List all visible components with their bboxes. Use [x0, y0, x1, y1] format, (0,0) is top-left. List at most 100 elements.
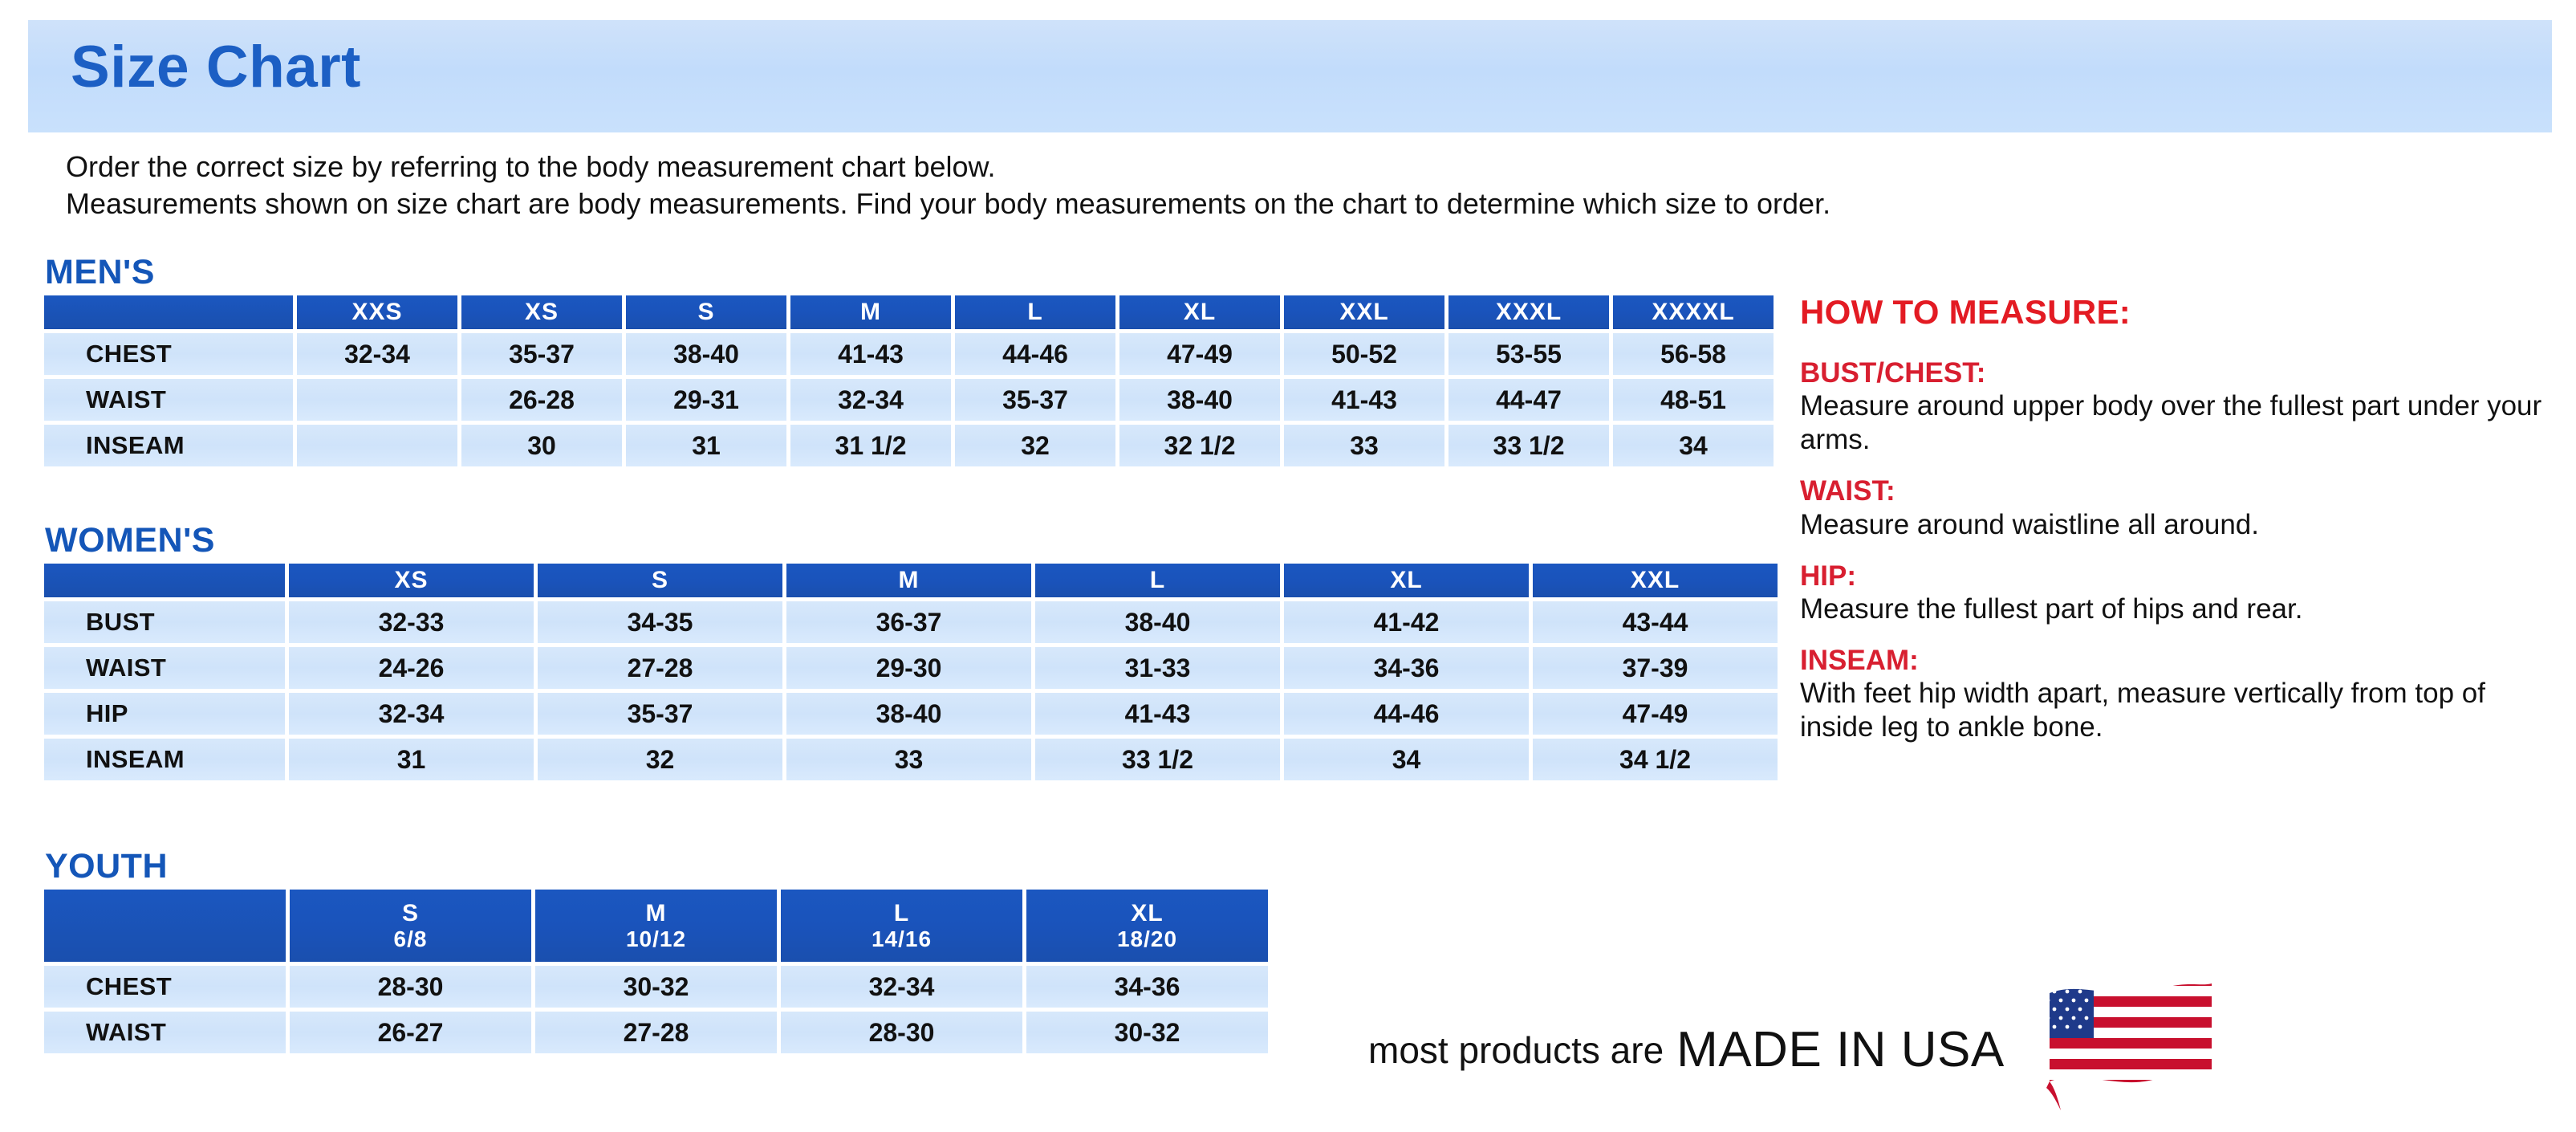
cell-hip-s: 35-37 — [538, 693, 782, 735]
cell-chest-s: 28-30 — [290, 966, 531, 1008]
cell-waist-xxl: 37-39 — [1533, 647, 1778, 689]
table-header-row: XS S M L XL XXL — [44, 564, 1778, 597]
cell-bust-s: 34-35 — [538, 601, 782, 643]
us-flag-icon — [2046, 983, 2212, 1110]
column-header-xs: XS — [289, 564, 534, 597]
cell-chest-xxxxl: 56-58 — [1613, 333, 1774, 375]
table-corner-cell — [44, 890, 286, 962]
column-header-xs: XS — [461, 295, 622, 329]
made-in-usa-block: most products are MADE IN USA — [1368, 975, 2226, 1124]
cell-inseam-xxxl: 33 1/2 — [1448, 425, 1609, 466]
made-in-usa-prefix: most products are — [1368, 1028, 1664, 1071]
table-corner-cell — [44, 295, 293, 329]
row-label-inseam: INSEAM — [44, 739, 285, 780]
measure-text-inseam: With feet hip width apart, measure verti… — [1800, 678, 2485, 743]
youth-size-label-xl: XL — [1131, 899, 1164, 926]
cell-chest-m: 30-32 — [535, 966, 777, 1008]
cell-waist-m: 29-30 — [786, 647, 1031, 689]
cell-chest-l: 44-46 — [955, 333, 1115, 375]
youth-size-label-s: S — [401, 899, 419, 926]
cell-waist-l: 28-30 — [781, 1012, 1022, 1053]
cell-chest-l: 32-34 — [781, 966, 1022, 1008]
cell-chest-s: 38-40 — [626, 333, 786, 375]
cell-waist-l: 31-33 — [1035, 647, 1280, 689]
youth-age-label-s: 6/8 — [393, 926, 428, 952]
made-in-usa-emphasis: MADE IN USA — [1676, 1021, 2005, 1077]
table-row: HIP 32-34 35-37 38-40 41-43 44-46 47-49 — [44, 693, 1778, 735]
table-header-row: S 6/8 M 10/12 L 14/16 XL 18/20 — [44, 890, 1268, 962]
row-label-waist: WAIST — [44, 1012, 286, 1053]
intro-paragraph: Order the correct size by referring to t… — [66, 149, 2554, 222]
cell-waist-xs: 24-26 — [289, 647, 534, 689]
table-row: INSEAM 31 32 33 33 1/2 34 34 1/2 — [44, 739, 1778, 780]
cell-inseam-l: 33 1/2 — [1035, 739, 1280, 780]
row-label-chest: CHEST — [44, 333, 293, 375]
column-header-xl: XL 18/20 — [1026, 890, 1268, 962]
how-to-measure-title: HOW TO MEASURE: — [1800, 293, 2131, 331]
cell-bust-l: 38-40 — [1035, 601, 1280, 643]
row-label-waist: WAIST — [44, 647, 285, 689]
cell-waist-xl: 38-40 — [1119, 379, 1280, 421]
page-title: Size Chart — [71, 35, 361, 100]
cell-bust-xxl: 43-44 — [1533, 601, 1778, 643]
cell-bust-xl: 41-42 — [1284, 601, 1529, 643]
size-table-womens: XS S M L XL XXL BUST 32-33 34-35 36-37 3… — [40, 560, 1782, 784]
cell-waist-xxs — [297, 379, 457, 421]
intro-line-1: Order the correct size by referring to t… — [66, 150, 996, 183]
column-header-xl: XL — [1284, 564, 1529, 597]
cell-inseam-xl: 32 1/2 — [1119, 425, 1280, 466]
cell-waist-s: 29-31 — [626, 379, 786, 421]
section-heading-mens: MEN'S — [45, 253, 155, 291]
column-header-xxs: XXS — [297, 295, 457, 329]
column-header-l: L — [1035, 564, 1280, 597]
cell-waist-xs: 26-28 — [461, 379, 622, 421]
measure-label-hip: HIP: — [1800, 560, 1856, 592]
cell-inseam-xxl: 33 — [1284, 425, 1444, 466]
how-to-measure-panel: HOW TO MEASURE: BUST/CHEST: Measure arou… — [1800, 295, 2562, 755]
measure-label-inseam: INSEAM: — [1800, 644, 1919, 676]
intro-line-2: Measurements shown on size chart are bod… — [66, 187, 1831, 221]
cell-waist-xl: 30-32 — [1026, 1012, 1268, 1053]
cell-hip-xxl: 47-49 — [1533, 693, 1778, 735]
cell-hip-l: 41-43 — [1035, 693, 1280, 735]
cell-chest-xl: 47-49 — [1119, 333, 1280, 375]
column-header-s: S — [626, 295, 786, 329]
cell-waist-m: 27-28 — [535, 1012, 777, 1053]
measure-label-bust-chest: BUST/CHEST: — [1800, 357, 1986, 389]
size-table-youth: S 6/8 M 10/12 L 14/16 XL 18/20 CHEST 28-… — [40, 886, 1272, 1057]
row-label-chest: CHEST — [44, 966, 286, 1008]
cell-bust-m: 36-37 — [786, 601, 1031, 643]
cell-inseam-xs: 31 — [289, 739, 534, 780]
cell-inseam-xxs — [297, 425, 457, 466]
cell-inseam-m: 33 — [786, 739, 1031, 780]
table-row: CHEST 28-30 30-32 32-34 34-36 — [44, 966, 1268, 1008]
measure-text-waist: Measure around waistline all around. — [1800, 508, 2259, 540]
measure-text-bust-chest: Measure around upper body over the fulle… — [1800, 390, 2542, 456]
column-header-xxxl: XXXL — [1448, 295, 1609, 329]
cell-inseam-xs: 30 — [461, 425, 622, 466]
size-table-mens-body: CHEST 32-34 35-37 38-40 41-43 44-46 47-4… — [44, 333, 1774, 466]
row-label-waist: WAIST — [44, 379, 293, 421]
cell-chest-m: 41-43 — [790, 333, 951, 375]
table-corner-cell — [44, 564, 285, 597]
cell-bust-xs: 32-33 — [289, 601, 534, 643]
youth-size-label-l: L — [893, 899, 910, 926]
cell-inseam-m: 31 1/2 — [790, 425, 951, 466]
column-header-xxl: XXL — [1284, 295, 1444, 329]
cell-inseam-xxl: 34 1/2 — [1533, 739, 1778, 780]
size-table-youth-head: S 6/8 M 10/12 L 14/16 XL 18/20 — [44, 890, 1268, 962]
cell-chest-xxs: 32-34 — [297, 333, 457, 375]
cell-waist-l: 35-37 — [955, 379, 1115, 421]
table-row: WAIST 26-28 29-31 32-34 35-37 38-40 41-4… — [44, 379, 1774, 421]
cell-chest-xs: 35-37 — [461, 333, 622, 375]
youth-age-label-m: 10/12 — [625, 926, 687, 952]
cell-waist-xxxxl: 48-51 — [1613, 379, 1774, 421]
cell-inseam-l: 32 — [955, 425, 1115, 466]
row-label-hip: HIP — [44, 693, 285, 735]
youth-age-label-l: 14/16 — [871, 926, 932, 952]
measure-item-bust-chest: BUST/CHEST: Measure around upper body ov… — [1800, 356, 2562, 457]
cell-waist-s: 26-27 — [290, 1012, 531, 1053]
cell-hip-xl: 44-46 — [1284, 693, 1529, 735]
cell-waist-s: 27-28 — [538, 647, 782, 689]
section-heading-youth: YOUTH — [45, 847, 168, 886]
